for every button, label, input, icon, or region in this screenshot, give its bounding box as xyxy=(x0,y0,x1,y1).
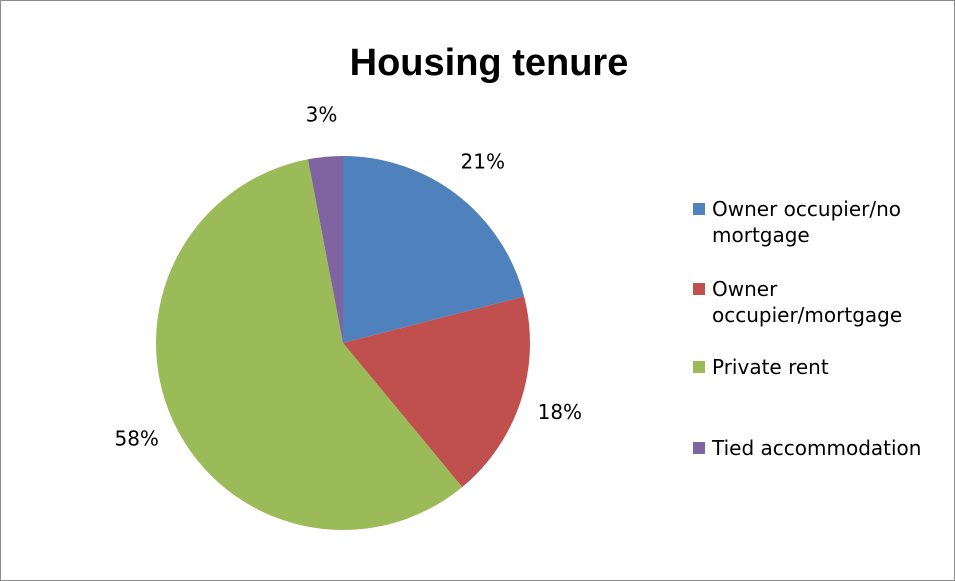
pie-slice xyxy=(343,156,525,343)
pie-slice xyxy=(343,296,530,488)
pie-slice xyxy=(155,159,463,530)
data-label: 3% xyxy=(306,103,338,127)
legend-label: Tied accommodation xyxy=(712,436,922,460)
data-label: 18% xyxy=(538,400,582,424)
legend-item: Owner occupier/mortgage xyxy=(693,276,943,328)
legend-label: Owner occupier/no mortgage xyxy=(712,197,901,247)
pie-slice xyxy=(307,156,343,343)
chart-title: Housing tenure xyxy=(350,42,629,84)
data-label: 21% xyxy=(461,149,505,173)
legend-swatch xyxy=(693,442,705,454)
legend-swatch xyxy=(693,283,705,295)
legend-label: Owner occupier/mortgage xyxy=(712,277,903,327)
legend-swatch xyxy=(693,361,705,373)
legend-item: Tied accommodation xyxy=(693,435,943,461)
legend-swatch xyxy=(693,203,705,215)
legend-item: Private rent xyxy=(693,354,943,380)
legend-item: Owner occupier/no mortgage xyxy=(693,196,943,248)
legend-label: Private rent xyxy=(712,355,829,379)
data-label: 58% xyxy=(114,427,158,451)
